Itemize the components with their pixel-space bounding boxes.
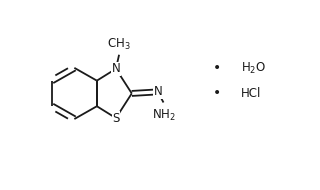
Text: •: • [213, 62, 221, 75]
Text: HCl: HCl [241, 87, 261, 100]
Text: S: S [112, 112, 120, 125]
Text: H$_2$O: H$_2$O [241, 61, 266, 76]
Text: NH$_2$: NH$_2$ [152, 108, 175, 123]
Text: N: N [153, 85, 162, 98]
Text: N: N [112, 62, 120, 75]
Text: CH$_3$: CH$_3$ [107, 36, 131, 52]
Text: •: • [213, 86, 221, 101]
